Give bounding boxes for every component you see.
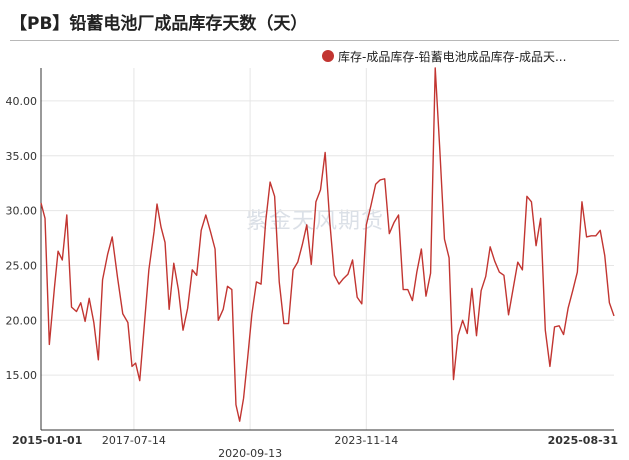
legend-label: 库存-成品库存-铅蓄电池成品库存-成品天... (338, 49, 567, 64)
title-divider (10, 40, 619, 41)
y-tick-label: 25.00 (6, 259, 38, 272)
y-tick-label: 35.00 (6, 150, 38, 163)
x-tick-label: 2017-07-14 (102, 434, 166, 447)
y-tick-label: 40.00 (6, 95, 38, 108)
chart-title: 【PB】铅蓄电池厂成品库存天数（天） (10, 14, 308, 34)
legend[interactable]: 库存-成品库存-铅蓄电池成品库存-成品天... (322, 48, 566, 64)
x-tick-label: 2015-01-01 (12, 434, 82, 447)
x-tick-label: 2025-08-31 (548, 434, 618, 447)
y-tick-label: 30.00 (6, 205, 38, 218)
x-tick-label: 2023-11-14 (334, 434, 398, 447)
series-line (40, 67, 615, 422)
x-tick-label: 2020-09-13 (218, 447, 282, 460)
y-tick-label: 20.00 (6, 314, 38, 327)
y-tick-label: 15.00 (6, 369, 38, 382)
legend-swatch-icon (322, 50, 334, 62)
